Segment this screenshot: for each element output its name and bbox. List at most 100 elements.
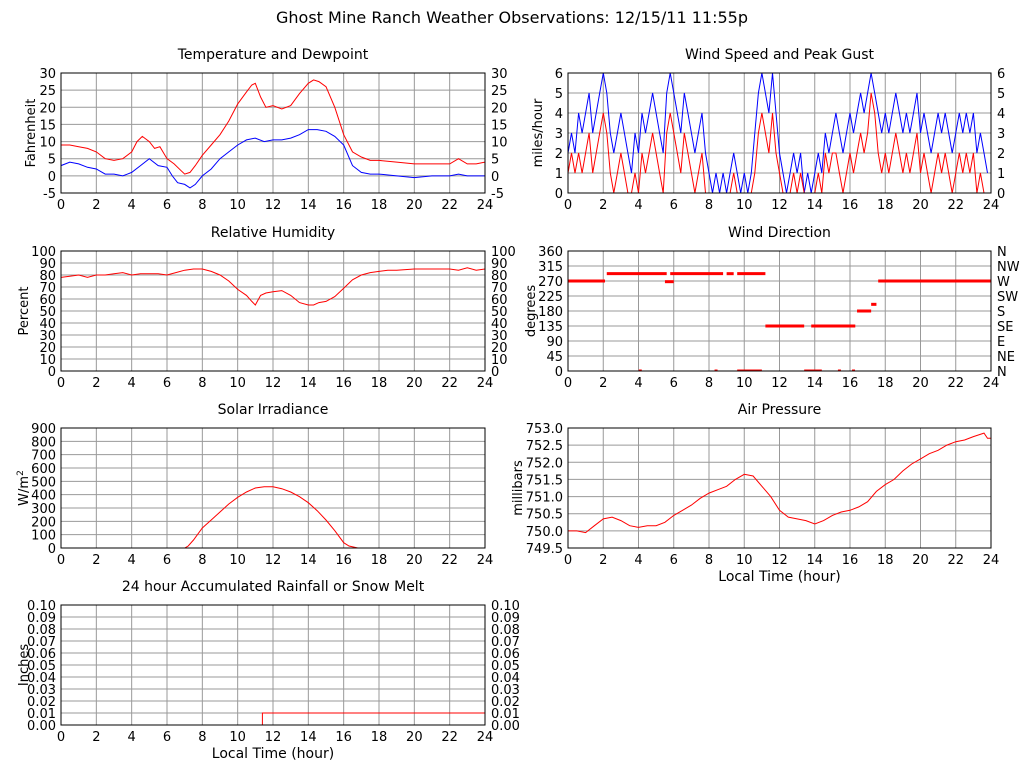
y-tick-label-right: 0.05 [491, 659, 520, 674]
x-tick-label: 22 [441, 198, 458, 213]
y-tick-label: 0 [48, 170, 56, 185]
y-tick-label: 0.10 [27, 599, 56, 614]
x-tick-label: 16 [842, 553, 859, 568]
x-tick-label: 20 [912, 376, 929, 391]
x-tick-label: 16 [335, 553, 352, 568]
x-tick-label: 16 [842, 198, 859, 213]
y-tick-label: 180 [538, 305, 563, 320]
y-tick-label-right: 4 [997, 107, 1005, 122]
y-tick-label: 4 [555, 107, 563, 122]
y-tick-label: 20 [39, 101, 56, 116]
y-tick-label-right: E [997, 335, 1005, 350]
y-tick-label: 6 [555, 67, 563, 82]
x-tick-label: 24 [477, 376, 494, 391]
x-tick-label: 6 [670, 198, 678, 213]
series-line-0 [568, 73, 988, 193]
y-tick-label-right: 0 [491, 365, 499, 380]
x-tick-label: 20 [912, 198, 929, 213]
y-tick-label: 0.08 [27, 623, 56, 638]
direction-point [837, 369, 841, 371]
x-tick-label: 14 [300, 553, 317, 568]
chart-title: Wind Speed and Peak Gust [685, 47, 874, 63]
plot-area [61, 79, 485, 189]
y-tick-label-right: 25 [491, 84, 508, 99]
y-tick-label-right: 6 [997, 67, 1005, 82]
y-tick-label: 900 [31, 422, 56, 437]
x-tick-label: 10 [229, 553, 246, 568]
y-tick-label-right: 80 [491, 269, 508, 284]
y-tick-label: 0 [48, 365, 56, 380]
series-line-0 [61, 267, 485, 306]
y-tick-label-right: 0 [491, 170, 499, 185]
x-tick-label: 8 [198, 198, 206, 213]
direction-point [714, 369, 718, 371]
y-tick-label-right: W [997, 275, 1010, 290]
series-line-0 [61, 486, 485, 548]
x-tick-label: 22 [441, 730, 458, 745]
series-line-0 [61, 79, 485, 175]
plot-area [568, 272, 991, 371]
x-tick-label: 18 [371, 198, 388, 213]
chart-title: Relative Humidity [211, 225, 335, 241]
x-tick-label: 6 [670, 376, 678, 391]
y-tick-label: 752.0 [526, 456, 563, 471]
x-tick-label: 6 [670, 553, 678, 568]
x-tick-label: 2 [92, 553, 100, 568]
y-tick-label-right: 0.03 [491, 683, 520, 698]
plot-area [61, 486, 485, 548]
y-tick-label: 0.07 [27, 635, 56, 650]
y-tick-label-right: 20 [491, 101, 508, 116]
y-tick-label: 135 [538, 320, 563, 335]
x-axis-label: Local Time (hour) [212, 746, 334, 762]
page-title: Ghost Mine Ranch Weather Observations: 1… [276, 8, 748, 27]
x-tick-label: 2 [599, 376, 607, 391]
y-tick-label-right: SE [997, 320, 1013, 335]
x-tick-label: 16 [335, 730, 352, 745]
x-tick-label: 20 [406, 198, 423, 213]
y-tick-label: 270 [538, 275, 563, 290]
y-tick-label-right: 0.04 [491, 671, 520, 686]
y-tick-label: 45 [546, 350, 563, 365]
chart-title: 24 hour Accumulated Rainfall or Snow Mel… [122, 579, 425, 595]
y-tick-label-right: 0.00 [491, 719, 520, 734]
plot-area [568, 432, 991, 534]
y-tick-label-right: 5 [491, 153, 499, 168]
y-tick-label: 25 [39, 84, 56, 99]
series-line-0 [568, 432, 991, 534]
y-tick-label: 100 [31, 529, 56, 544]
x-tick-label: 6 [163, 730, 171, 745]
x-tick-label: 18 [877, 553, 894, 568]
y-tick-label: 90 [39, 257, 56, 272]
x-tick-label: 22 [441, 553, 458, 568]
y-tick-label-right: 0.07 [491, 635, 520, 650]
y-tick-label-right: 0.10 [491, 599, 520, 614]
y-tick-label: 15 [39, 118, 56, 133]
y-tick-label: 200 [31, 515, 56, 530]
plot-area [61, 712, 485, 725]
x-tick-label: 14 [300, 376, 317, 391]
y-tick-label: 60 [39, 293, 56, 308]
y-tick-label: 2 [555, 147, 563, 162]
y-tick-label: 0 [48, 542, 56, 557]
y-tick-label-right: 0.08 [491, 623, 520, 638]
x-tick-label: 2 [599, 553, 607, 568]
x-tick-label: 22 [947, 198, 964, 213]
direction-point [638, 369, 642, 371]
x-tick-label: 22 [947, 376, 964, 391]
y-tick-label-right: SW [997, 290, 1018, 305]
y-tick-label: 500 [31, 475, 56, 490]
x-tick-label: 24 [983, 376, 1000, 391]
x-tick-label: 8 [198, 376, 206, 391]
y-tick-label: 40 [39, 317, 56, 332]
plot-frame [567, 427, 992, 549]
y-tick-label: 0.00 [27, 719, 56, 734]
x-tick-label: 4 [634, 553, 642, 568]
x-tick-label: 10 [736, 553, 753, 568]
direction-point [852, 369, 856, 371]
chart-rain: 24 hour Accumulated Rainfall or Snow Mel… [17, 579, 520, 762]
x-tick-label: 10 [736, 198, 753, 213]
y-tick-label: 749.5 [526, 542, 563, 557]
x-tick-label: 20 [406, 376, 423, 391]
x-tick-label: 0 [57, 553, 65, 568]
